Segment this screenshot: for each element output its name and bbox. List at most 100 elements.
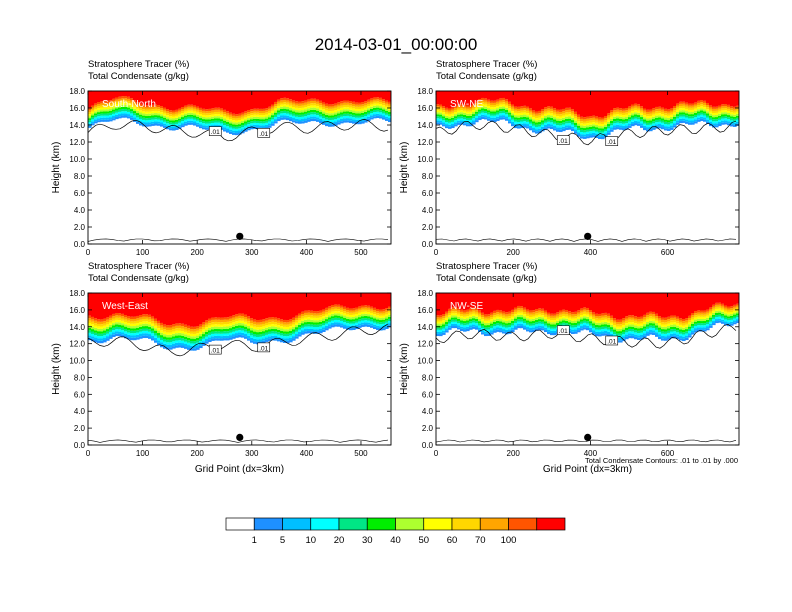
tracer-cell: [496, 318, 500, 321]
tracer-cell: [499, 325, 503, 328]
y-axis-label: Height (km): [51, 343, 62, 395]
tracer-cell: [148, 111, 152, 114]
tracer-cell: [292, 333, 296, 337]
tracer-cell: [460, 322, 464, 325]
tracer-cell: [298, 293, 302, 314]
tracer-cell: [661, 319, 665, 323]
tracer-cell: [562, 313, 566, 317]
tracer-cell: [178, 124, 182, 127]
tracer-cell: [229, 337, 233, 340]
tracer-cell: [451, 115, 455, 118]
tracer-cell: [646, 322, 650, 325]
tracer-cell: [319, 310, 323, 313]
tracer-cell: [688, 109, 692, 113]
tracer-cell: [502, 112, 506, 116]
tracer-cell: [388, 118, 391, 121]
tracer-cell: [589, 118, 593, 121]
tracer-cell: [640, 337, 644, 340]
tracer-cell: [538, 327, 542, 330]
tracer-cell: [100, 328, 104, 332]
tracer-cell: [298, 103, 302, 106]
tracer-cell: [685, 293, 689, 319]
tracer-cell: [196, 118, 200, 121]
tracer-cell: [679, 118, 683, 121]
tracer-cell: [646, 129, 650, 132]
tracer-cell: [262, 333, 266, 336]
tracer-cell: [385, 320, 389, 323]
tracer-cell: [523, 316, 527, 319]
tracer-cell: [457, 118, 461, 121]
tracer-cell: [712, 117, 716, 120]
tracer-cell: [568, 112, 572, 115]
tracer-cell: [658, 325, 662, 328]
tracer-cell: [277, 112, 281, 115]
tracer-cell: [595, 324, 599, 328]
tracer-cell: [379, 116, 383, 119]
tracer-cell: [475, 109, 479, 112]
tracer-cell: [271, 328, 275, 332]
tracer-cell: [493, 321, 497, 325]
tracer-cell: [157, 117, 161, 120]
tracer-cell: [331, 322, 335, 326]
tracer-cell: [382, 109, 386, 112]
tracer-cell: [328, 310, 332, 313]
tracer-cell: [160, 327, 164, 331]
tracer-cell: [235, 333, 239, 336]
tracer-cell: [610, 322, 614, 325]
tracer-cell: [271, 326, 275, 329]
tracer-cell: [559, 127, 563, 130]
tracer-cell: [631, 322, 635, 325]
tracer-cell: [466, 324, 470, 327]
tracer-cell: [538, 110, 542, 114]
tracer-cell: [466, 105, 470, 108]
tracer-cell: [469, 109, 473, 112]
tracer-cell: [193, 333, 197, 337]
tracer-cell: [727, 117, 731, 120]
tracer-cell: [115, 331, 119, 334]
colorbar-swatch: [508, 517, 538, 531]
tracer-cell: [508, 103, 512, 107]
tracer-cell: [331, 106, 335, 109]
tracer-cell: [475, 115, 479, 118]
tracer-cell: [343, 317, 347, 320]
tracer-cell: [535, 328, 539, 331]
tracer-cell: [439, 315, 443, 318]
tracer-cell: [223, 91, 227, 110]
tracer-cell: [94, 327, 98, 331]
tracer-cell: [229, 316, 233, 319]
tracer-cell: [439, 108, 443, 111]
tracer-cell: [727, 316, 731, 319]
tracer-cell: [655, 329, 659, 333]
tracer-cell: [226, 128, 230, 131]
tracer-cell: [325, 121, 329, 124]
tracer-cell: [667, 293, 671, 317]
tracer-cell: [577, 310, 581, 313]
tracer-cell: [526, 313, 530, 317]
tracer-cell: [244, 317, 248, 320]
tracer-cell: [238, 332, 242, 335]
tracer-cell: [439, 323, 443, 326]
tracer-cell: [565, 316, 569, 319]
tracer-cell: [658, 322, 662, 326]
tracer-cell: [115, 322, 119, 325]
y-tick-label: 0.0: [422, 240, 434, 249]
tracer-cell: [334, 107, 338, 111]
tracer-cell: [124, 100, 128, 103]
tracer-cell: [211, 322, 215, 325]
tracer-cell: [109, 315, 113, 318]
tracer-cell: [352, 114, 356, 118]
tracer-cell: [712, 310, 716, 313]
tracer-cell: [178, 332, 182, 336]
tracer-cell: [583, 136, 587, 139]
tracer-cell: [547, 312, 551, 315]
tracer-cell: [559, 316, 563, 320]
tracer-cell: [442, 328, 446, 331]
tracer-cell: [238, 132, 242, 135]
tracer-cell: [607, 121, 611, 125]
tracer-cell: [502, 106, 506, 109]
tracer-cell: [319, 91, 323, 101]
tracer-cell: [664, 324, 668, 327]
tracer-cell: [706, 293, 710, 310]
tracer-cell: [463, 310, 467, 313]
tracer-cell: [625, 118, 629, 121]
